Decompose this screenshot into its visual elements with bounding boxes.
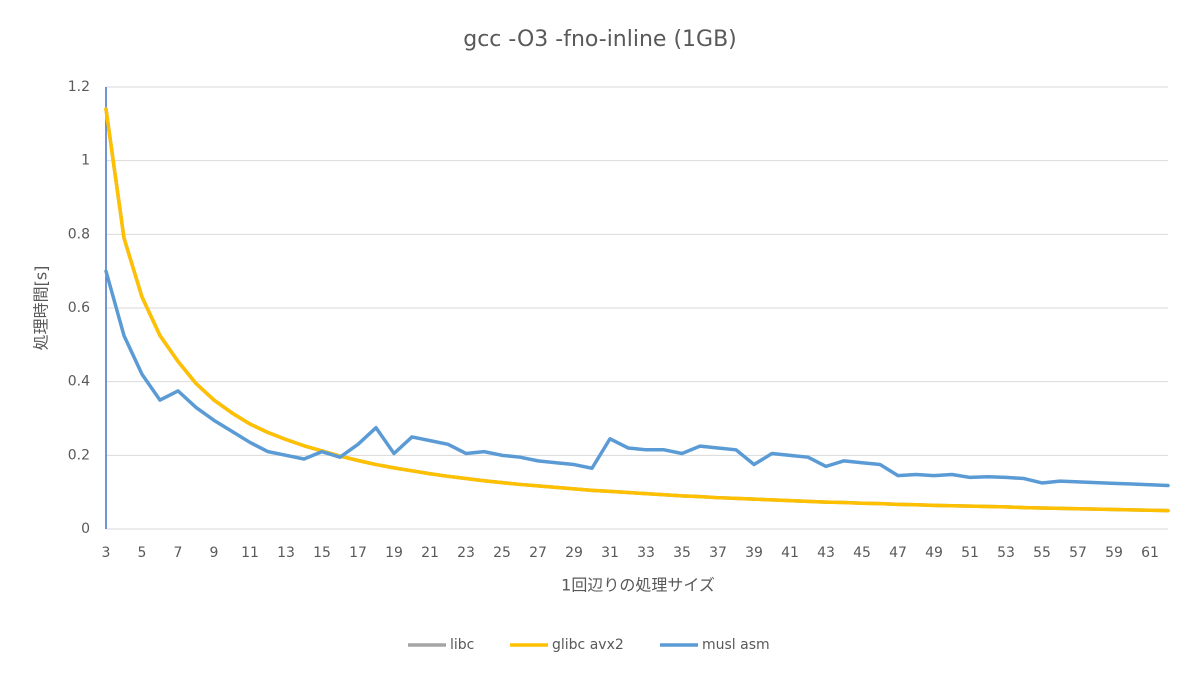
y-tick-label: 0.2 [68, 447, 90, 463]
x-tick-label: 51 [961, 545, 979, 561]
x-tick-label: 33 [637, 545, 655, 561]
legend-label: glibc avx2 [552, 637, 624, 653]
chart-title: gcc -O3 -fno-inline (1GB) [463, 27, 737, 52]
x-tick-label: 47 [889, 545, 907, 561]
x-tick-label: 19 [385, 545, 403, 561]
x-tick-label: 59 [1105, 545, 1123, 561]
x-tick-label: 31 [601, 545, 619, 561]
x-axis-title: 1回辺りの処理サイズ [561, 576, 715, 595]
x-tick-label: 13 [277, 545, 295, 561]
x-tick-label: 53 [997, 545, 1015, 561]
x-tick-label: 55 [1033, 545, 1051, 561]
y-tick-label: 0.6 [68, 300, 90, 316]
x-tick-label: 7 [174, 545, 183, 561]
x-tick-label: 3 [102, 545, 111, 561]
y-tick-label: 1 [81, 153, 90, 169]
x-tick-label: 45 [853, 545, 871, 561]
x-tick-label: 61 [1141, 545, 1159, 561]
x-tick-label: 25 [493, 545, 511, 561]
series-line [104, 269, 1170, 488]
x-tick-label: 35 [673, 545, 691, 561]
x-tick-label: 9 [210, 545, 219, 561]
x-tick-label: 49 [925, 545, 943, 561]
x-tick-label: 27 [529, 545, 547, 561]
y-tick-label: 1.2 [68, 79, 90, 95]
x-tick-label: 15 [313, 545, 331, 561]
x-tick-label: 21 [421, 545, 439, 561]
x-tick-label: 43 [817, 545, 835, 561]
legend-label: musl asm [702, 637, 770, 653]
x-tick-label: 37 [709, 545, 727, 561]
x-tick-label: 57 [1069, 545, 1087, 561]
x-tick-label: 5 [138, 545, 147, 561]
x-tick-label: 41 [781, 545, 799, 561]
x-tick-label: 39 [745, 545, 763, 561]
y-tick-label: 0 [81, 521, 90, 537]
y-axis-title: 処理時間[s] [32, 266, 51, 351]
x-tick-label: 29 [565, 545, 583, 561]
x-tick-label: 17 [349, 545, 367, 561]
series-line [104, 107, 1170, 513]
y-tick-label: 0.8 [68, 226, 90, 242]
y-tick-label: 0.4 [68, 374, 90, 390]
legend-label: libc [450, 637, 474, 653]
x-tick-label: 11 [241, 545, 259, 561]
x-tick-label: 23 [457, 545, 475, 561]
